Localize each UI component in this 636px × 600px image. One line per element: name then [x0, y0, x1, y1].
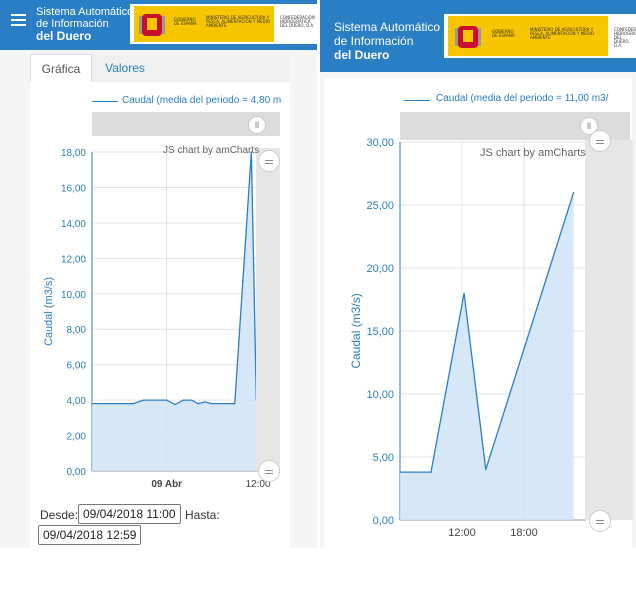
data-point — [573, 191, 575, 193]
y-tick-label: 12,00 — [61, 254, 86, 265]
data-point — [485, 469, 487, 471]
x-tick-label: 12:00 — [448, 527, 476, 539]
scroll-grip-top-icon[interactable] — [258, 150, 280, 172]
desde-input[interactable]: 09/04/2018 11:00 — [78, 504, 181, 524]
chart-right: 0,00 5,00 10,00 15,00 20,00 25,00 30,00 12:00 18… — [349, 138, 586, 539]
data-point — [197, 403, 199, 405]
desde-label: Desde: — [40, 508, 79, 522]
app-title-right: Sistema Automático de Información del Du… — [334, 20, 440, 62]
data-point — [234, 403, 236, 405]
y-tick-label: 20,00 — [366, 263, 394, 275]
data-point — [182, 399, 184, 401]
y-tick-label: 15,00 — [366, 326, 394, 338]
x-tick-label: 09 Abr — [151, 479, 182, 490]
app-title-line2: de Información — [36, 18, 109, 30]
y-tick-label: 5,00 — [373, 452, 394, 464]
scroll-grip-bottom-icon[interactable] — [589, 510, 611, 532]
legend-marker — [404, 100, 430, 101]
app-title-line3: del Duero — [36, 29, 92, 43]
app-title-line2: de Información — [334, 34, 414, 48]
legend-marker — [92, 101, 118, 102]
chart-legend-right[interactable]: Caudal (media del periodo = 11,00 m3/ — [436, 93, 609, 104]
scroll-grip-bottom-icon[interactable] — [258, 460, 280, 482]
y-axis-label: Caudal (m3/s) — [43, 277, 55, 346]
y-tick-label: 8,00 — [67, 325, 87, 336]
left-screenshot: Sistema Automático de Información del Du… — [0, 0, 317, 548]
series-line[interactable] — [92, 151, 257, 406]
data-point — [463, 292, 465, 294]
data-point — [191, 399, 193, 401]
gov-confederacion-text: CONFEDERACIÓN HIDROGRÁFICA DEL DUERO, O.… — [280, 15, 315, 28]
hasta-label: Hasta: — [185, 508, 220, 522]
y-tick-label: 0,00 — [67, 467, 87, 478]
y-axis-label: Caudal (m3/s) — [349, 293, 363, 368]
y-tick-label: 14,00 — [61, 219, 86, 230]
chart-left: 0,00 2,00 4,00 6,00 8,00 10,00 12,00 14,00 16,00… — [43, 148, 271, 490]
data-point — [174, 403, 176, 406]
chart-vertical-scrollbar-right[interactable] — [585, 140, 633, 520]
y-tick-label: 6,00 — [67, 361, 87, 372]
hasta-input[interactable]: 09/04/2018 12:59 — [38, 525, 142, 545]
government-banner: GOBIERNO DE ESPAÑA MINISTERIO DE AGRICUL… — [130, 4, 317, 44]
app-title: Sistema Automático de Información del Du… — [36, 6, 133, 43]
menu-icon[interactable] — [11, 14, 26, 26]
gov-ministerio-text: MINISTERIO DE AGRICULTURA Y PESCA, ALIME… — [206, 15, 270, 28]
tab-valores[interactable]: Valores — [105, 61, 145, 75]
app-header: Sistema Automático de Información del Du… — [0, 0, 317, 50]
coat-of-arms-icon — [139, 14, 165, 36]
app-title-line1: Sistema Automático — [334, 20, 441, 34]
data-point — [111, 403, 113, 405]
y-tick-label: 30,00 — [366, 138, 394, 149]
chart-vertical-scrollbar[interactable] — [256, 148, 280, 471]
data-point — [210, 403, 213, 405]
chart-credit-right[interactable]: JS chart by amCharts — [480, 147, 586, 159]
data-point — [166, 399, 168, 401]
app-title-line1: Sistema Automático — [36, 6, 134, 18]
y-tick-label: 4,00 — [67, 396, 87, 407]
y-tick-label: 2,00 — [67, 432, 87, 443]
right-screenshot: Sistema Automático de Información del Du… — [320, 0, 636, 548]
data-point — [399, 471, 401, 473]
y-tick-label: 16,00 — [61, 183, 86, 194]
y-tick-label: 0,00 — [373, 515, 394, 527]
gov-ministerio-text: MINISTERIO DE AGRICULTURA Y PESCA, ALIME… — [530, 27, 594, 40]
chart-credit[interactable]: JS chart by amCharts — [163, 145, 260, 156]
series-area — [92, 152, 257, 471]
x-tick-label: 18:00 — [510, 527, 538, 539]
gov-confederacion-text: CONFEDERACIÓN HIDROGRÁFICA DEL DUERO, O.… — [614, 27, 636, 48]
data-point — [91, 403, 93, 405]
x-tick-label: 12:00 — [245, 479, 270, 490]
gov-gobierno-text: GOBIERNO DE ESPAÑA — [174, 17, 197, 26]
coat-of-arms-icon — [455, 26, 481, 48]
tab-grafica[interactable]: Gráfica — [30, 54, 92, 83]
app-header-right: Sistema Automático de Información del Du… — [320, 0, 636, 72]
data-point — [204, 401, 206, 403]
chart-legend[interactable]: Caudal (media del periodo = 4,80 m3, — [122, 95, 282, 106]
series-area — [400, 192, 574, 520]
app-title-line3: del Duero — [334, 48, 390, 62]
y-tick-label: 18,00 — [61, 148, 86, 159]
y-tick-label: 25,00 — [366, 200, 394, 212]
tab-bar: Gráfica Valores — [30, 54, 290, 83]
y-tick-label: 10,00 — [366, 389, 394, 401]
data-point — [430, 471, 432, 473]
data-point — [142, 399, 145, 401]
gov-gobierno-text: GOBIERNO DE ESPAÑA — [492, 29, 515, 38]
data-point — [132, 403, 135, 405]
y-tick-label: 10,00 — [61, 290, 86, 301]
scroll-grip-top-icon[interactable] — [589, 130, 611, 152]
pause-icon[interactable]: ll — [248, 116, 266, 134]
data-point — [250, 151, 252, 153]
government-banner-right: GOBIERNO DE ESPAÑA MINISTERIO DE AGRICUL… — [444, 14, 636, 58]
